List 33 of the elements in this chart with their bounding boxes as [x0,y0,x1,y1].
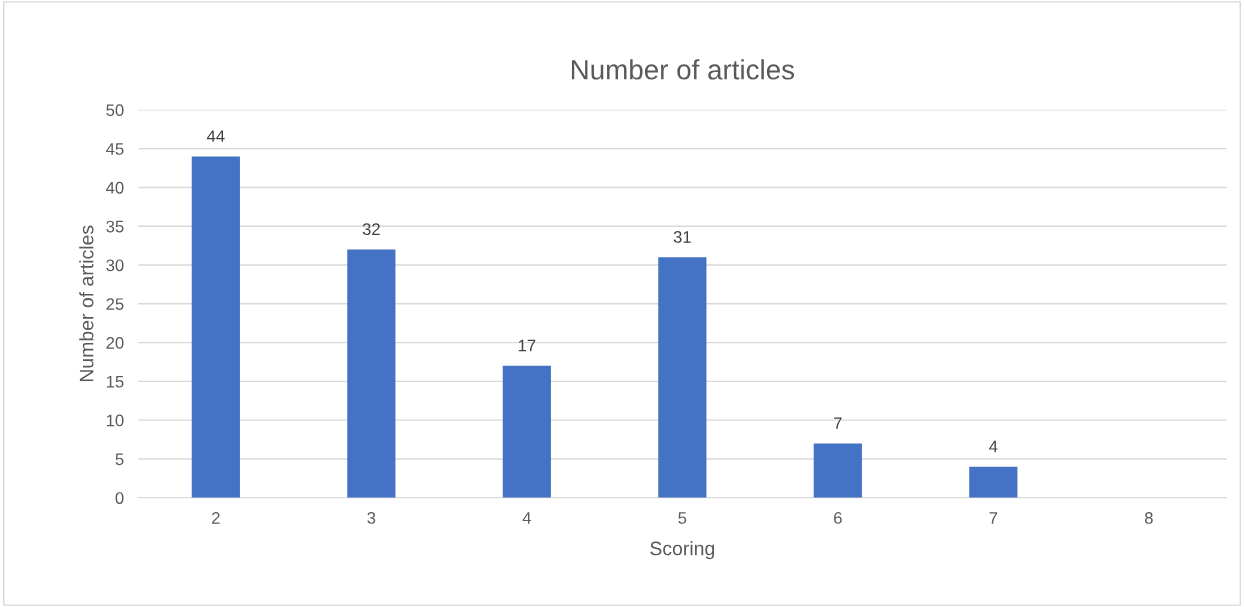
bar [969,466,1018,498]
y-tick-label: 45 [106,143,124,155]
bar [502,365,551,498]
bar [813,443,862,498]
y-axis-title: Number of articles [79,225,94,382]
y-tick-label: 25 [106,298,124,311]
data-label: 7 [834,417,842,429]
x-tick-label: 5 [678,512,687,524]
x-tick-label: 6 [834,512,842,524]
y-tick-label: 5 [115,453,124,466]
data-label: 17 [518,339,536,352]
y-tick-label: 40 [106,181,124,194]
data-label: 4 [989,440,998,453]
y-tick-label: 20 [106,336,124,349]
y-tick-label: 35 [106,220,124,233]
x-tick-label: 4 [522,512,531,524]
bar [658,257,707,498]
data-label: 44 [206,130,225,142]
y-tick-label: 50 [106,104,124,117]
x-tick-label: 2 [212,512,220,524]
x-tick-label: 3 [367,512,376,524]
data-label: 31 [673,231,691,243]
bar [347,249,396,498]
data-label: 32 [362,223,380,236]
x-axis-title: Scoring [650,541,715,560]
y-tick-label: 30 [106,259,124,272]
bar [191,156,240,498]
x-tick-label: 8 [1144,512,1153,524]
y-tick-label: 15 [106,375,124,388]
y-tick-label: 10 [106,414,124,427]
x-tick-label: 7 [989,512,998,524]
y-tick-label: 0 [115,492,124,504]
chart-title: Number of articles [571,59,795,80]
